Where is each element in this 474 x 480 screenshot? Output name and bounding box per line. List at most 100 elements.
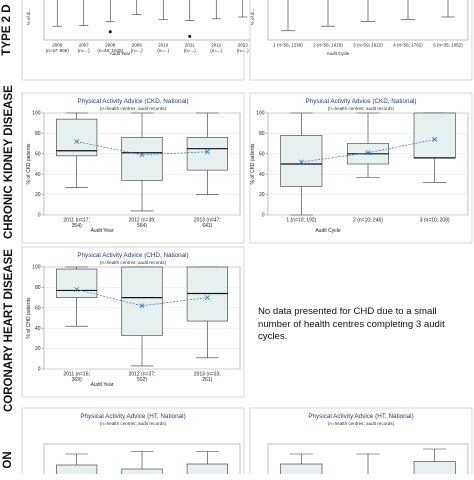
x-tick-label-sub: (n=48; 1045) bbox=[97, 48, 123, 53]
box-1 bbox=[52, 0, 62, 27]
box-3 bbox=[186, 266, 228, 359]
mean-marker bbox=[74, 139, 80, 145]
x-tick-label-sub: (n=...) bbox=[184, 48, 196, 53]
iqr-box bbox=[56, 118, 98, 157]
box-4 bbox=[401, 0, 415, 20]
x-tick-label-sub: (n=...) bbox=[237, 48, 249, 53]
box-7 bbox=[211, 0, 221, 20]
no-data-note: No data presented for CHD due to a small… bbox=[258, 306, 472, 344]
x-tick-label: 2011 (n=16; bbox=[63, 372, 89, 378]
x-tick-label: 2008 bbox=[105, 43, 116, 48]
x-tick-label-sub: 261) bbox=[202, 377, 212, 383]
y-tick-label: 20 bbox=[35, 346, 41, 352]
x-tick-label-sub: 502) bbox=[137, 377, 147, 383]
iqr-box bbox=[280, 135, 323, 187]
y-tick-label: 40 bbox=[35, 326, 41, 332]
box-6 bbox=[185, 0, 195, 38]
y-tick-label: 60 bbox=[35, 305, 41, 311]
y-tick-label: 100 bbox=[32, 111, 41, 117]
mean-marker bbox=[204, 295, 210, 301]
box-8 bbox=[238, 0, 248, 18]
chart-title: Physical Activity Advice (HT, National) bbox=[80, 413, 185, 420]
mean-marker bbox=[139, 303, 145, 309]
chart-t2-year: % of d...2006(n=47; 806)2007(n=...)2008(… bbox=[21, 0, 257, 81]
iqr-box bbox=[413, 112, 456, 159]
y-tick-label: 100 bbox=[256, 111, 265, 117]
iqr-box bbox=[186, 463, 228, 480]
y-axis-label: % of CKD patients bbox=[26, 143, 32, 184]
chart-title: Physical Activity Advice (CKD, National) bbox=[78, 98, 189, 105]
y-tick-label: 0 bbox=[38, 213, 41, 219]
x-tick-label: 2 (n=10; 246) bbox=[353, 218, 383, 224]
outlier-point bbox=[108, 30, 112, 34]
x-tick-label: 2007 bbox=[79, 43, 90, 48]
box-2 bbox=[347, 112, 389, 178]
x-tick-label: 2006 bbox=[52, 43, 63, 48]
chart-subtitle: (n=health centres; audit records) bbox=[328, 421, 395, 426]
mean-trend-line bbox=[301, 139, 435, 163]
y-tick-label: 0 bbox=[262, 213, 265, 219]
iqr-box bbox=[56, 464, 98, 480]
x-tick-label: 1 (n=10; 192) bbox=[286, 218, 316, 224]
y-axis-label: % of CKD patients bbox=[250, 143, 256, 184]
iqr-box bbox=[186, 137, 228, 171]
mean-marker bbox=[74, 286, 80, 292]
x-tick-label-sub: 641) bbox=[202, 223, 212, 229]
box-2 bbox=[121, 112, 163, 212]
iqr-box bbox=[121, 266, 163, 336]
x-tick-label: 3 (n=10; 209) bbox=[420, 218, 450, 224]
chart-title: Physical Activity Advice (HT, National) bbox=[308, 413, 413, 420]
x-tick-label: 1 (n=56; 1239) bbox=[273, 43, 303, 48]
x-tick-label: 2013 (n=47; bbox=[194, 218, 221, 224]
x-tick-label: 2013 bbox=[238, 43, 249, 48]
x-tick-label: 2012 bbox=[211, 43, 222, 48]
x-tick-label: 2009 bbox=[132, 43, 143, 48]
chart-title: Physical Activity Advice (CKD, National) bbox=[306, 98, 417, 105]
row-label-chd: CORONARY HEART DISEASE bbox=[3, 249, 15, 412]
y-tick-label: 60 bbox=[259, 151, 265, 157]
box-2 bbox=[121, 266, 163, 367]
x-tick-label: 2010 bbox=[158, 43, 169, 48]
chart-subtitle: (n=health centres; audit records) bbox=[328, 106, 395, 111]
box-5 bbox=[158, 0, 168, 20]
box-1 bbox=[281, 0, 295, 32]
x-tick-label-sub: 564) bbox=[137, 223, 147, 229]
mean-marker bbox=[432, 137, 438, 143]
x-axis-label: Audit Year bbox=[110, 51, 131, 56]
box-5 bbox=[441, 0, 455, 18]
chart-chd-year: Physical Activity Advice (CHD, National)… bbox=[21, 246, 245, 398]
chart-title: Physical Activity Advice (CHD, National) bbox=[77, 252, 188, 259]
box-4 bbox=[132, 0, 142, 15]
y-axis-label: % of d... bbox=[250, 9, 255, 26]
chart-subtitle: (n=health centres; audit records) bbox=[100, 260, 167, 265]
note-line-1: No data presented for CHD due to a small bbox=[258, 306, 437, 317]
x-tick-label-sub: (n=...) bbox=[78, 48, 90, 53]
box-1 bbox=[56, 112, 98, 188]
y-axis-label: % of CHD patients bbox=[26, 297, 32, 339]
note-line-3: cycles. bbox=[258, 331, 288, 342]
y-tick-label: 80 bbox=[259, 131, 265, 137]
box-3 bbox=[186, 112, 228, 195]
chart-ckd-cycle: Physical Activity Advice (CKD, National)… bbox=[249, 92, 473, 244]
iqr-box bbox=[280, 463, 323, 480]
iqr-box bbox=[121, 468, 163, 480]
box-1 bbox=[280, 112, 323, 216]
chart-t2-cycle: % of d... 1 (n=56; 1239) 2 (n=56; 1419) 3 (… bbox=[249, 0, 473, 81]
iqr-box bbox=[121, 137, 163, 181]
chart-ckd-year: Physical Activity Advice (CKD, National)… bbox=[21, 92, 245, 244]
y-tick-label: 80 bbox=[35, 285, 41, 291]
mean-marker bbox=[298, 159, 304, 165]
y-tick-label: 40 bbox=[259, 172, 265, 178]
y-tick-label: 80 bbox=[35, 131, 41, 137]
y-tick-label: 60 bbox=[35, 151, 41, 157]
x-tick-label-sub: 354) bbox=[72, 223, 82, 229]
chart-subtitle: (n=health centres; audit records) bbox=[100, 421, 167, 426]
x-tick-label-sub: (n=...) bbox=[131, 48, 143, 53]
y-tick-label: 100 bbox=[32, 265, 41, 271]
mean-marker bbox=[139, 152, 145, 158]
x-tick-label: 2013 (n=33; bbox=[194, 372, 221, 378]
outlier-point bbox=[188, 34, 192, 38]
chart-subtitle: (n=health centres; audit records) bbox=[100, 106, 167, 111]
